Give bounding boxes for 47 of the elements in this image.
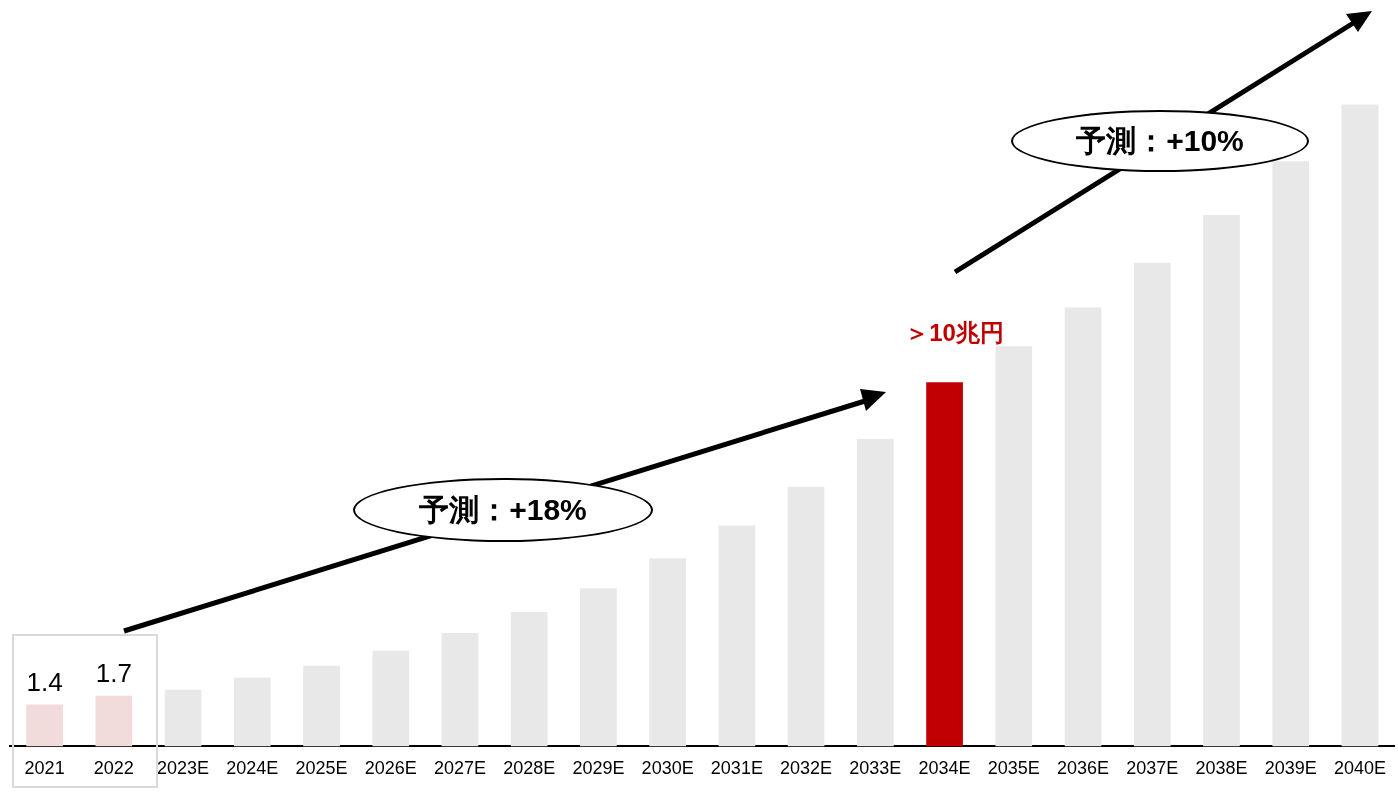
oval-callout: 予測：+18%: [353, 478, 653, 542]
bar: [926, 382, 963, 747]
annotation: 予測：+10%: [1076, 122, 1244, 159]
data-label: 1.4: [26, 666, 63, 697]
x-tick-label: 2036E: [1056, 758, 1110, 779]
bar: [649, 558, 686, 747]
x-tick-label: 2022: [93, 758, 134, 779]
x-tick-label: 2026E: [364, 758, 417, 779]
x-tick-label: 2038E: [1195, 758, 1248, 779]
annotation: 予測：+18%: [419, 491, 587, 528]
x-tick-label: 2025E: [295, 758, 348, 779]
bar: [580, 588, 617, 747]
x-tick-label: 2023E: [157, 758, 210, 779]
bar: [95, 695, 133, 747]
x-tick-label: 2034E: [918, 758, 971, 779]
bar: [856, 438, 894, 747]
bar: [372, 650, 410, 747]
x-tick-label: 2028E: [503, 758, 556, 779]
x-tick-label: 2033E: [849, 758, 902, 779]
bar: [787, 486, 825, 747]
bar: [1341, 104, 1379, 747]
x-tick-label: 2035E: [987, 758, 1040, 779]
x-tick-label: 2029E: [572, 758, 625, 779]
x-tick-label: 2040E: [1333, 758, 1386, 779]
bar: [995, 346, 1033, 747]
bar: [441, 632, 479, 747]
x-tick-label: 2032E: [780, 758, 833, 779]
x-tick-label: 2039E: [1264, 758, 1317, 779]
x-tick-label: 2024E: [226, 758, 279, 779]
bar: [1133, 262, 1171, 747]
bar: [233, 677, 271, 747]
x-tick-label: 2031E: [710, 758, 763, 779]
x-tick-label: 2037E: [1126, 758, 1179, 779]
bar: [164, 689, 202, 747]
bar: [510, 612, 548, 747]
x-tick-label: 2030E: [641, 758, 694, 779]
bar: [303, 665, 340, 747]
data-label: 1.7: [95, 657, 132, 688]
bar: [1064, 307, 1102, 747]
bar: [1203, 214, 1240, 747]
bar: [1272, 161, 1310, 747]
x-tick-label: 2027E: [433, 758, 487, 779]
annotation: ＞10兆円: [905, 318, 1004, 346]
x-tick-label: 2021: [24, 758, 65, 779]
oval-callout: 予測：+10%: [1011, 110, 1309, 172]
bar: [718, 525, 756, 747]
bar: [26, 704, 63, 747]
